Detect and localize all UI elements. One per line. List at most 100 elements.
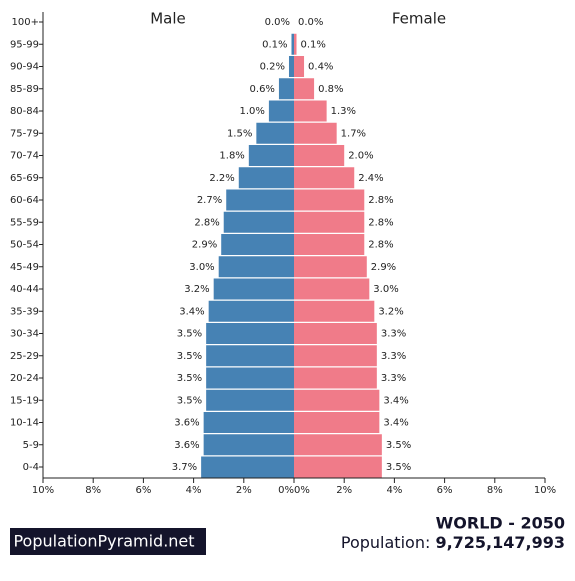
value-label: 1.8% [219,151,244,162]
y-tick-label: 20-24 [10,373,39,384]
value-label: 3.6% [174,440,199,451]
male-bar [278,78,294,100]
value-label: 3.6% [174,418,199,429]
x-tick-label: 2% [336,485,352,496]
value-label: 0.2% [260,62,285,73]
male-bar [226,189,294,211]
female-bar [294,234,365,255]
value-label: 0.1% [262,39,287,50]
value-label: 0.1% [301,39,326,50]
value-label: 3.0% [189,262,214,273]
female-bar [294,189,365,211]
y-tick-label: 95-99 [10,39,39,50]
value-label: 0.4% [308,62,333,73]
value-label: 3.5% [177,329,202,340]
y-tick-label: 85-89 [10,84,39,95]
population-value: 9,725,147,993 [435,533,565,552]
female-bar [294,256,367,278]
y-tick-label: 5-9 [23,440,39,451]
value-label: 3.3% [381,329,406,340]
y-tick-label: 40-44 [10,284,39,295]
value-label: 2.9% [371,262,396,273]
female-bar [294,100,327,122]
x-tick-label: 0% [278,485,294,496]
footer-title: WORLD - 2050 [436,514,565,533]
female-bar [294,78,315,100]
female-bar [294,145,345,166]
male-bar [213,278,294,300]
male-bar [203,412,294,433]
x-tick-label: 8% [85,485,101,496]
female-bar [294,122,337,144]
female-bar [294,456,382,478]
y-tick-label: 10-14 [10,418,39,429]
brand-box [10,528,206,555]
y-tick-label: 100+ [12,17,39,28]
female-bar [294,33,297,55]
value-label: 3.4% [383,418,408,429]
value-label: 2.8% [194,217,219,228]
x-tick-label: 10% [534,485,556,496]
female-bar [294,56,305,77]
y-tick-label: 30-34 [10,329,39,340]
value-label: 3.5% [177,395,202,406]
y-tick-label: 60-64 [10,195,39,206]
value-label: 3.4% [383,395,408,406]
value-label: 3.2% [184,284,209,295]
x-tick-label: 10% [32,485,54,496]
female-bar [294,167,355,189]
value-label: 3.7% [172,462,197,473]
population-label: Population: [341,533,430,552]
male-bar [206,323,294,344]
x-tick-label: 4% [186,485,202,496]
population: Population: 9,725,147,993 [341,533,565,552]
male-bar [208,300,294,322]
value-label: 2.4% [358,173,383,184]
y-tick-label: 80-84 [10,106,39,117]
y-tick-label: 75-79 [10,128,39,139]
y-tick-label: 0-4 [23,462,39,473]
male-bar [256,122,294,144]
y-tick-label: 55-59 [10,217,39,228]
value-label: 2.7% [197,195,222,206]
value-label: 3.5% [177,373,202,384]
x-tick-label: 2% [236,485,252,496]
male-bar [201,456,294,478]
male-bar [288,56,294,77]
male-bar [218,256,294,278]
value-label: 3.3% [381,373,406,384]
male-bar [223,211,294,233]
y-tick-label: 90-94 [10,62,39,73]
female-bar [294,389,380,411]
female-bar [294,412,380,433]
value-label: 3.2% [378,306,403,317]
value-label: 0.0% [265,17,290,28]
male-bar [291,33,294,55]
y-tick-label: 35-39 [10,306,39,317]
male-bar [203,434,294,456]
y-tick-label: 15-19 [10,395,39,406]
male-header: Male [150,10,186,28]
value-label: 3.5% [386,462,411,473]
male-bar [221,234,294,255]
female-bar [294,211,365,233]
value-label: 3.5% [177,351,202,362]
female-bar [294,323,377,344]
male-bar [248,145,294,166]
value-label: 2.0% [348,151,373,162]
y-tick-label: 65-69 [10,173,39,184]
female-bar [294,434,382,456]
value-label: 1.7% [341,128,366,139]
value-label: 0.6% [250,84,275,95]
value-label: 1.5% [227,128,252,139]
y-tick-label: 50-54 [10,240,39,251]
female-bar [294,345,377,367]
x-tick-label: 6% [135,485,151,496]
value-label: 1.3% [331,106,356,117]
x-tick-label: 4% [386,485,402,496]
x-tick-label: 0% [294,485,310,496]
value-label: 3.5% [386,440,411,451]
x-tick-label: 8% [487,485,503,496]
female-header: Female [392,10,446,28]
